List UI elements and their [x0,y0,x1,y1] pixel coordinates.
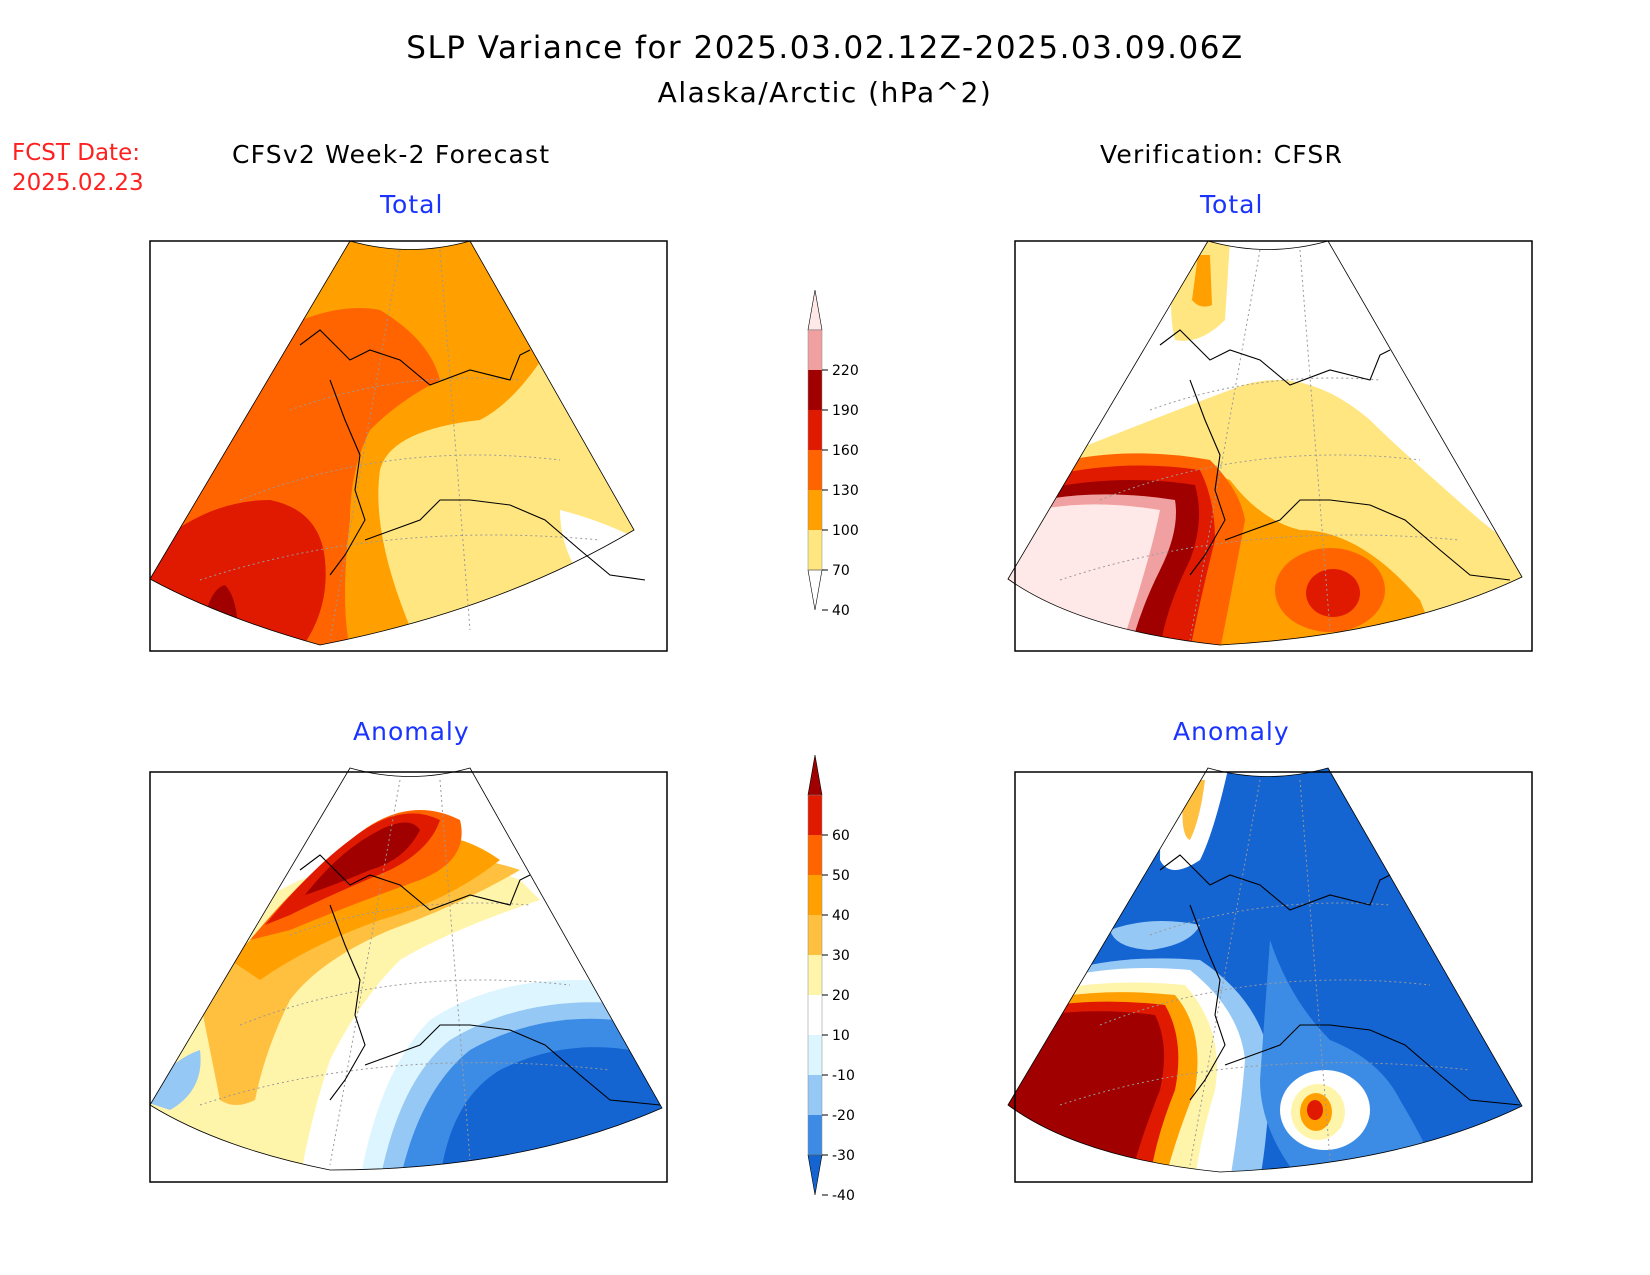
total-colorbar-swatch [808,530,822,570]
anomaly-colorbar-tick-label: 30 [832,948,850,964]
anomaly-colorbar-tick-label: 60 [832,828,850,844]
total-colorbar-swatch [808,410,822,450]
total-colorbar-swatch [808,330,822,370]
total-colorbar-tick-label: 190 [832,403,859,419]
forecast-column-heading: CFSv2 Week-2 Forecast [232,140,551,169]
forecast-total-map [149,240,646,646]
forecast-date-label: FCST Date: [12,140,140,166]
anomaly-colorbar-swatch [808,875,822,915]
total-colorbar-tick-label: 130 [832,483,859,499]
anomaly-colorbar-swatch [808,1035,822,1075]
total-colorbar-swatch [808,450,822,490]
total-colorbar-tick-label: 70 [832,563,850,579]
total-colorbar-top-cap [807,289,823,331]
anomaly-colorbar-swatch [808,955,822,995]
verification-total-frame [1014,240,1533,652]
anomaly-colorbar-swatch [808,1115,822,1155]
total-colorbar-bottom-cap [807,569,823,611]
anomaly-colorbar-tick-label: -20 [832,1108,855,1124]
total-colorbar-tick-label: 220 [832,363,859,379]
anomaly-colorbar-tick-label: 20 [832,988,850,1004]
forecast-total-frame [149,240,668,652]
forecast-anomaly-frame [149,771,668,1183]
anomaly-colorbar-tick-label: -40 [832,1188,855,1204]
anomaly-colorbar-tick-label: -30 [832,1148,855,1164]
anomaly-colorbar-swatch [808,995,822,1035]
anomaly-colorbar-tick-label: -10 [832,1068,855,1084]
anomaly-colorbar-outline [807,794,823,1156]
verification-anomaly-frame [1014,771,1533,1183]
total-colorbar-tick-label: 100 [832,523,859,539]
anomaly-colorbar-swatch [808,795,822,835]
verification-column-heading: Verification: CFSR [1100,140,1344,169]
forecast-date-value: 2025.02.23 [12,170,144,196]
anomaly-colorbar-bottom-cap [807,1154,823,1196]
forecast-total-title: Total [380,190,444,219]
anomaly-colorbar-swatch [808,1075,822,1115]
forecast-anomaly-title: Anomaly [353,717,470,746]
forecast-anomaly-map [149,767,663,1171]
anomaly-colorbar-tick-label: 50 [832,868,850,884]
verification-total-map [1007,240,1523,646]
anomaly-colorbar-tick-label: 10 [832,1028,850,1044]
anomaly-colorbar: -40 -30 -20 -10 10 20 30 40 50 60 [807,754,855,1204]
anomaly-colorbar-swatch [808,835,822,875]
main-subtitle: Alaska/Arctic (hPa^2) [657,76,993,109]
total-colorbar-tick-label: 40 [832,603,850,619]
main-title: SLP Variance for 2025.03.02.12Z-2025.03.… [406,30,1244,66]
total-colorbar-swatch [808,490,822,530]
anomaly-colorbar-tick-label: 40 [832,908,850,924]
total-colorbar-tick-label: 160 [832,443,859,459]
verification-anomaly-map [1007,767,1523,1173]
verification-total-title: Total [1200,190,1264,219]
total-colorbar: 40 70 100 130 160 190 220 [807,289,859,619]
verification-anomaly-title: Anomaly [1173,717,1290,746]
total-colorbar-swatch [808,370,822,410]
forecast-date: FCST Date: 2025.02.23 [12,138,144,198]
anomaly-colorbar-top-cap [807,754,823,796]
anomaly-colorbar-swatch [808,915,822,955]
